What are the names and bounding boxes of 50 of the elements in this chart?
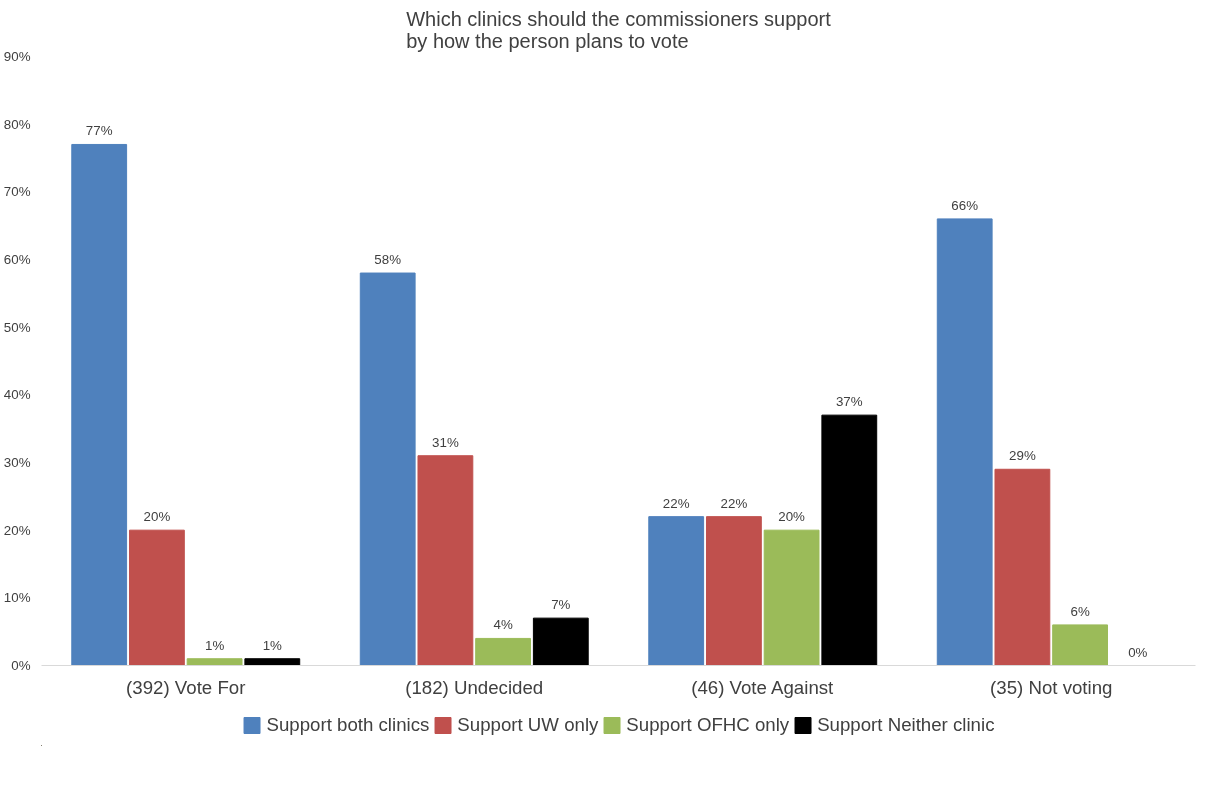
bar	[417, 455, 474, 666]
data-label: 66%	[951, 197, 979, 213]
bar	[763, 529, 820, 666]
bar	[1052, 624, 1109, 666]
y-tick-label: 60%	[3, 252, 31, 267]
y-tick-label: 70%	[3, 184, 31, 200]
bar	[244, 658, 301, 666]
data-label: 0%	[1128, 644, 1148, 660]
data-label: 58%	[374, 252, 402, 268]
data-label: 22%	[720, 495, 748, 511]
y-tick-label: 50%	[3, 319, 31, 335]
data-label: 7%	[551, 597, 571, 613]
data-label: 20%	[143, 509, 171, 525]
bar	[532, 617, 589, 666]
y-tick-label: 20%	[3, 522, 31, 538]
bar	[705, 516, 762, 666]
data-label: 77%	[85, 123, 113, 139]
bar	[821, 414, 878, 666]
data-label: 22%	[662, 495, 690, 511]
x-tick-label: (35) Not voting	[990, 676, 1113, 698]
y-tick-label: 90%	[3, 49, 31, 64]
y-tick-label: 30%	[3, 455, 31, 470]
bar	[936, 218, 993, 666]
data-label: 29%	[1009, 448, 1036, 464]
y-tick-label: 0%	[11, 658, 31, 673]
legend-label: Support UW only	[457, 714, 599, 736]
x-tick-label: (392) Vote For	[126, 676, 246, 698]
y-tick-label: 10%	[3, 590, 31, 606]
data-label: 1%	[262, 637, 283, 653]
data-label: 37%	[835, 394, 863, 410]
data-label: 20%	[778, 509, 806, 525]
data-label: 6%	[1070, 603, 1090, 619]
bar	[994, 468, 1051, 666]
x-tick-label: (46) Vote Against	[691, 676, 835, 698]
data-label: 1%	[204, 637, 225, 653]
legend-label: Support OFHC only	[626, 714, 790, 736]
bar	[71, 143, 128, 666]
legend-label: Support both clinics	[266, 714, 430, 736]
bar	[128, 529, 185, 666]
bar	[359, 272, 416, 666]
bar	[648, 516, 705, 666]
legend-label: Support Neither clinic	[817, 714, 995, 736]
chart-title: Which clinics should the commissioners support by how the person plans to vote	[406, 7, 832, 52]
data-label: 31%	[432, 434, 459, 450]
bar	[186, 658, 243, 666]
data-label: 4%	[493, 617, 513, 633]
y-tick-label: 80%	[3, 116, 31, 132]
x-tick-label: (182) Undecided	[405, 676, 544, 698]
bar	[475, 637, 532, 666]
y-tick-label: 40%	[3, 387, 31, 403]
